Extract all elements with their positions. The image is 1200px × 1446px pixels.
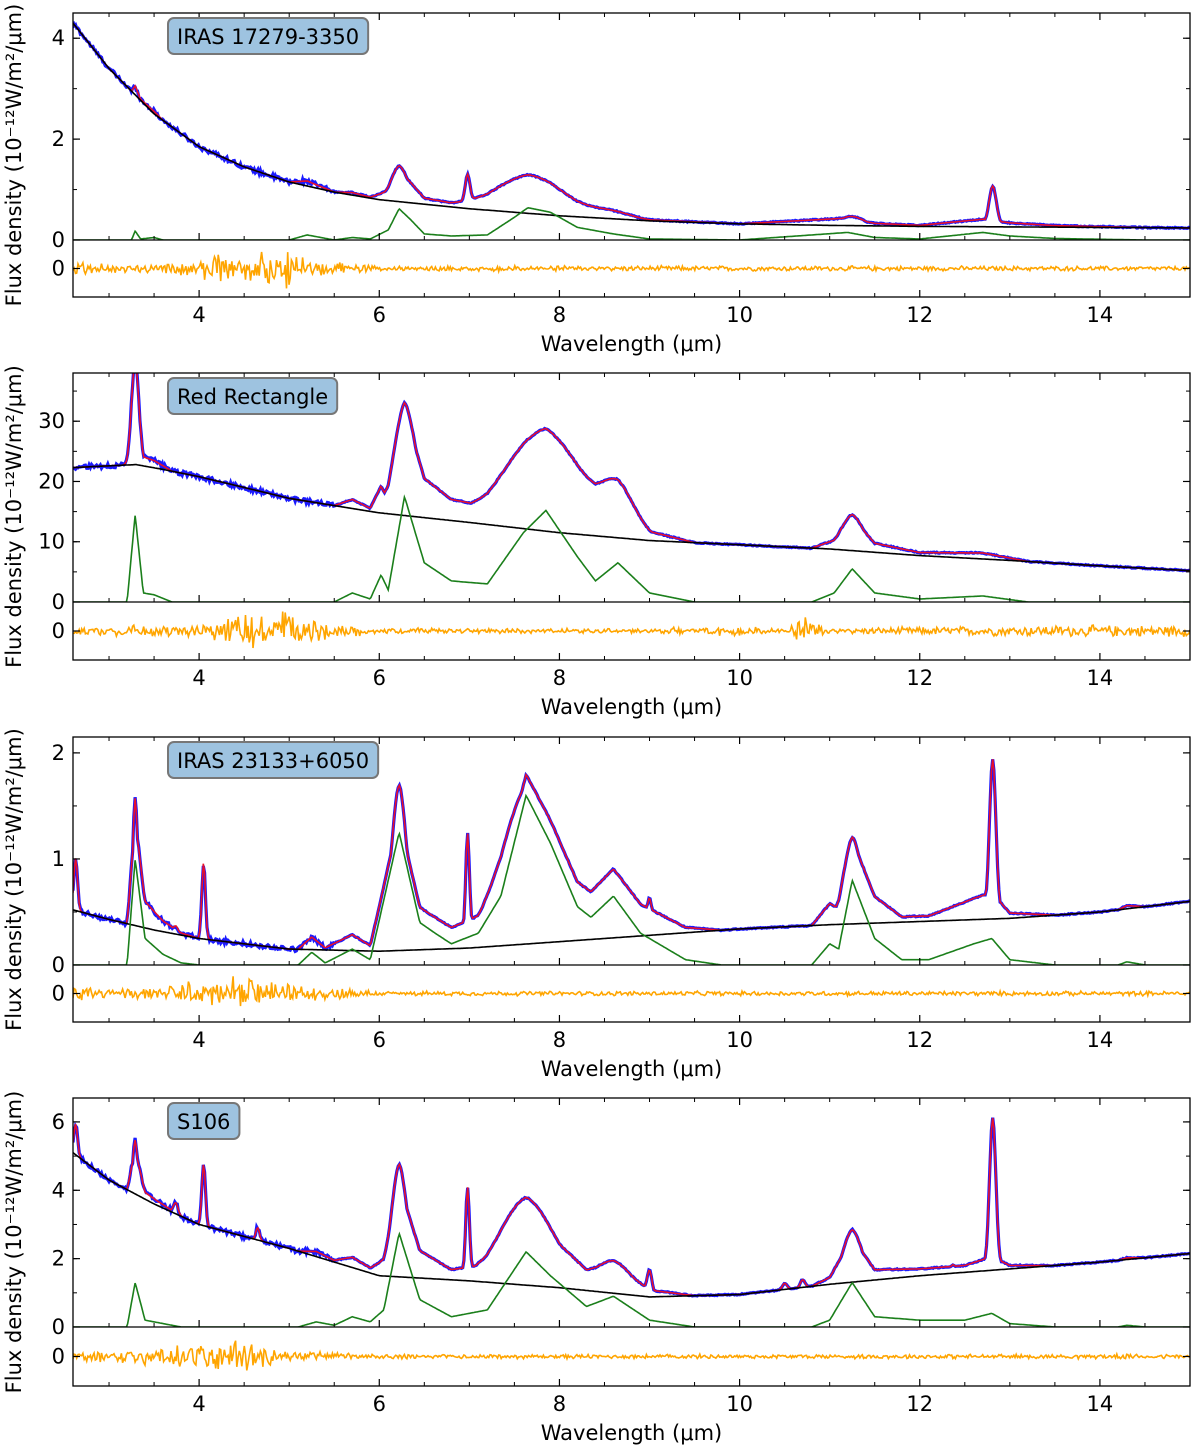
- x-tick-label: 10: [726, 666, 753, 690]
- x-tick-label: 6: [373, 666, 386, 690]
- residual-y-tick-label: 0: [52, 1345, 65, 1369]
- series-pah-features: [73, 206, 1190, 240]
- series-observed-spectrum: [73, 759, 1190, 954]
- x-axis-label: Wavelength (μm): [541, 1421, 722, 1445]
- x-tick-label: 14: [1087, 1392, 1114, 1416]
- object-label-text: S106: [177, 1110, 230, 1134]
- y-axis-label: Flux density (10⁻¹²W/m²/μm): [2, 1091, 26, 1394]
- y-axis-label: Flux density (10⁻¹²W/m²/μm): [2, 728, 26, 1031]
- residual-y-tick-label: 0: [52, 619, 65, 643]
- y-tick-label: 4: [52, 26, 65, 50]
- object-label: Red Rectangle: [167, 377, 339, 415]
- x-tick-label: 10: [726, 1392, 753, 1416]
- series-residual: [73, 611, 1190, 649]
- object-label-text: Red Rectangle: [177, 385, 328, 409]
- object-label: IRAS 23133+6050: [167, 741, 380, 779]
- y-tick-label: 0: [52, 1315, 65, 1339]
- x-tick-label: 4: [192, 1392, 205, 1416]
- x-tick-label: 10: [726, 303, 753, 327]
- series-residual: [73, 1340, 1190, 1371]
- residual-area: [73, 611, 1190, 649]
- series-residual: [73, 976, 1190, 1007]
- residual-area: [73, 976, 1190, 1007]
- series-model-fit: [73, 1117, 1190, 1297]
- x-axis-label: Wavelength (μm): [541, 695, 722, 719]
- residual-area: [73, 251, 1190, 289]
- series-observed-spectrum: [73, 1117, 1190, 1298]
- axes-frame: [72, 736, 1191, 1023]
- series-pah-features: [73, 494, 1190, 602]
- series-pah-features: [73, 793, 1190, 965]
- plot-area: [73, 1117, 1190, 1327]
- chart-panel-1: 4 6 8 10 12 14 0 2 4 0 Wavelength (μm) Flux density…: [2, 4, 1191, 356]
- y-axis-label: Flux density (10⁻¹²W/m²/μm): [2, 365, 26, 668]
- series-continuum: [73, 900, 1190, 952]
- y-tick-label: 0: [52, 953, 65, 977]
- x-tick-label: 8: [553, 1392, 566, 1416]
- y-tick-label: 2: [52, 741, 65, 765]
- axes-frame: [72, 12, 1191, 298]
- series-continuum: [73, 463, 1190, 572]
- y-tick-label: 0: [52, 228, 65, 252]
- residual-area: [73, 1340, 1190, 1371]
- chart-panel-2: 4 6 8 10 12 14 0 10 20 30 0 Wavelength (μm) Flux den…: [2, 365, 1191, 719]
- series-continuum: [73, 22, 1190, 229]
- series-residual: [73, 251, 1190, 289]
- y-tick-label: 20: [38, 469, 65, 493]
- y-tick-label: 2: [52, 127, 65, 151]
- x-tick-label: 14: [1087, 666, 1114, 690]
- y-tick-label: 30: [38, 409, 65, 433]
- plot-area: [73, 21, 1190, 240]
- y-tick-label: 4: [52, 1178, 65, 1202]
- plot-area: [73, 373, 1190, 602]
- series-continuum: [73, 1152, 1190, 1298]
- object-label-box: [167, 17, 370, 55]
- x-tick-label: 12: [906, 1028, 933, 1052]
- plot-area: [73, 759, 1190, 965]
- y-axis-label: Flux density (10⁻¹²W/m²/μm): [2, 4, 26, 307]
- x-tick-label: 10: [726, 1028, 753, 1052]
- x-tick-label: 8: [553, 303, 566, 327]
- x-tick-label: 4: [192, 303, 205, 327]
- chart-panel-4: 4 6 8 10 12 14 0 2 4 6 0 Wavelength (μm) Flux densit…: [2, 1091, 1191, 1445]
- x-tick-label: 8: [553, 666, 566, 690]
- x-axis-label: Wavelength (μm): [541, 1057, 722, 1081]
- x-tick-label: 12: [906, 1392, 933, 1416]
- x-tick-label: 4: [192, 1028, 205, 1052]
- object-label-box: [167, 1102, 241, 1140]
- y-tick-label: 6: [52, 1110, 65, 1134]
- residual-y-tick-label: 0: [52, 257, 65, 281]
- y-tick-label: 0: [52, 590, 65, 614]
- object-label-box: [167, 377, 339, 415]
- object-label: IRAS 17279-3350: [167, 17, 370, 55]
- y-tick-label: 10: [38, 530, 65, 554]
- object-label-text: IRAS 17279-3350: [177, 25, 359, 49]
- x-axis-label: Wavelength (μm): [541, 332, 722, 356]
- y-tick-label: 2: [52, 1247, 65, 1271]
- object-label-box: [167, 741, 380, 779]
- axes-frame: [72, 1097, 1191, 1387]
- object-label: S106: [167, 1102, 241, 1140]
- series-pah-features: [73, 1231, 1190, 1327]
- x-tick-label: 4: [192, 666, 205, 690]
- x-tick-label: 12: [906, 666, 933, 690]
- x-tick-label: 6: [373, 1028, 386, 1052]
- x-tick-label: 12: [906, 303, 933, 327]
- x-tick-label: 14: [1087, 303, 1114, 327]
- x-tick-label: 8: [553, 1028, 566, 1052]
- x-tick-label: 6: [373, 1392, 386, 1416]
- axes-frame: [72, 372, 1191, 661]
- x-tick-label: 14: [1087, 1028, 1114, 1052]
- x-tick-label: 6: [373, 303, 386, 327]
- residual-y-tick-label: 0: [52, 982, 65, 1006]
- y-tick-label: 1: [52, 847, 65, 871]
- object-label-text: IRAS 23133+6050: [177, 749, 369, 773]
